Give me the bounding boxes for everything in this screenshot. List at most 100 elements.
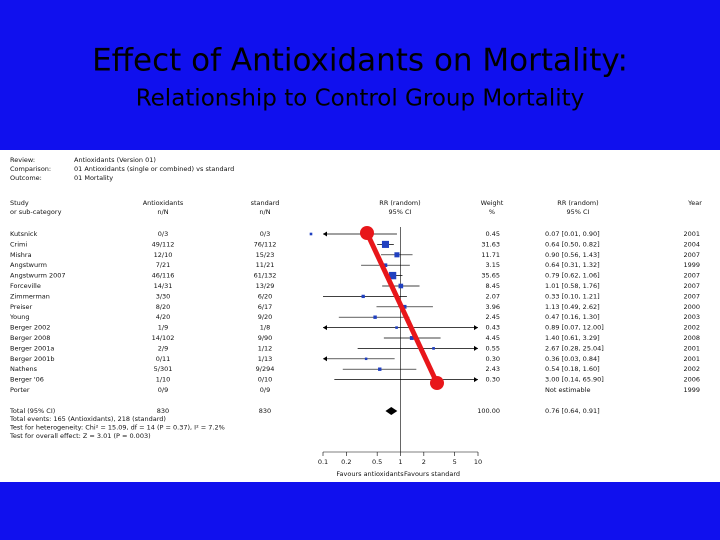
weight: 4.45 <box>486 334 500 342</box>
effect-square <box>373 315 377 319</box>
control-events: 6/17 <box>258 303 273 311</box>
treatment-events: 14/102 <box>152 334 175 342</box>
ci-arrow <box>474 345 478 351</box>
x-tick-label: 0.5 <box>372 458 382 466</box>
effect-square <box>381 240 390 248</box>
study-name: Mishra <box>10 251 32 259</box>
control-events: 9/20 <box>258 313 273 321</box>
rr-ci: 0.64 [0.50, 0.82] <box>545 240 600 248</box>
weight: 35.65 <box>481 272 500 280</box>
column-header: Study <box>10 199 29 207</box>
treatment-events: 46/116 <box>152 272 175 280</box>
column-header: Weight <box>481 199 504 207</box>
column-header: n/N <box>157 208 168 216</box>
annotation-line <box>364 231 440 385</box>
effect-square <box>364 357 368 361</box>
x-tick-label: 0.2 <box>341 458 351 466</box>
column-header: or sub-category <box>10 208 62 216</box>
effect-square <box>394 252 400 258</box>
study-name: Berger 2008 <box>10 334 50 342</box>
total-label: Total (95% CI) <box>9 407 55 415</box>
x-tick-label: 2 <box>422 458 426 466</box>
control-events: 15/23 <box>256 251 275 259</box>
year: 1999 <box>683 261 700 269</box>
column-header: Antioxidants <box>143 199 184 207</box>
rr-ci: 0.47 [0.16, 1.30] <box>545 313 600 321</box>
treatment-events: 2/9 <box>158 344 168 352</box>
total-treatment: 830 <box>157 407 169 415</box>
weight: 8.45 <box>486 282 500 290</box>
study-name: Berger 2001a <box>10 344 54 352</box>
annotation-dot <box>430 376 444 390</box>
weight: 0.55 <box>486 344 500 352</box>
control-events: 9/90 <box>258 334 273 342</box>
year: 2002 <box>683 365 700 373</box>
year: 2004 <box>683 240 700 248</box>
control-events: 0/3 <box>260 230 270 238</box>
weight: 3.15 <box>486 261 500 269</box>
control-events: 76/112 <box>254 240 277 248</box>
year: 2002 <box>683 324 700 332</box>
ci-arrow <box>474 325 478 331</box>
year: 2008 <box>683 334 700 342</box>
treatment-events: 4/20 <box>156 313 171 321</box>
forest-plot-panel <box>0 150 720 482</box>
column-header: standard <box>251 199 280 207</box>
study-name: Nathens <box>10 365 38 373</box>
x-tick-label: 0.1 <box>318 458 328 466</box>
treatment-events: 3/30 <box>156 292 171 300</box>
review-label: Outcome: <box>10 174 42 182</box>
effect-square <box>409 336 414 340</box>
total-control: 830 <box>259 407 271 415</box>
treatment-events: 0/3 <box>158 230 168 238</box>
rr-ci: 0.33 [0.10, 1.21] <box>545 292 600 300</box>
weight: 0.30 <box>486 376 500 384</box>
study-name: Berger '06 <box>10 376 44 384</box>
axis-label-left: Favours antioxidants <box>336 470 404 478</box>
study-name: Berger 2002 <box>10 324 50 332</box>
column-header: 95% CI <box>389 208 412 216</box>
control-events: 9/294 <box>256 365 275 373</box>
rr-ci: 0.90 [0.56, 1.43] <box>545 251 600 259</box>
ci-arrow <box>323 356 327 362</box>
review-label: Review: <box>10 156 35 164</box>
rr-ci: 0.64 [0.31, 1.32] <box>545 261 600 269</box>
effect-square <box>383 263 388 267</box>
study-name: Preiser <box>10 303 33 311</box>
study-name: Berger 2001b <box>10 355 55 363</box>
axis-label-right: Favours standard <box>404 470 460 478</box>
control-events: 1/8 <box>260 324 270 332</box>
column-header: n/N <box>259 208 270 216</box>
year: 2007 <box>683 282 700 290</box>
treatment-events: 14/31 <box>154 282 173 290</box>
treatment-events: 5/301 <box>154 365 173 373</box>
ci-arrow <box>474 377 478 383</box>
control-events: 11/21 <box>256 261 275 269</box>
treatment-events: 12/10 <box>154 251 173 259</box>
column-header: RR (random) <box>557 199 598 207</box>
rr-ci: Not estimable <box>545 386 590 394</box>
rr-ci: 0.79 [0.62, 1.06] <box>545 272 600 280</box>
weight: 3.96 <box>486 303 500 311</box>
note: Test for overall effect: Z = 3.01 (P = 0… <box>9 432 151 440</box>
year: 1999 <box>683 386 700 394</box>
study-name: Angstwurm <box>10 261 47 269</box>
column-header: 95% CI <box>567 208 590 216</box>
rr-ci: 2.67 [0.28, 25.04] <box>545 344 604 352</box>
year: 2000 <box>683 303 700 311</box>
rr-ci: 0.07 [0.01, 0.90] <box>545 230 600 238</box>
treatment-events: 1/9 <box>158 324 168 332</box>
weight: 0.45 <box>486 230 500 238</box>
slide-title: Effect of Antioxidants on Mortality: <box>92 43 628 79</box>
study-name: Kutsnick <box>10 230 37 238</box>
slide-subtitle: Relationship to Control Group Mortality <box>136 86 585 112</box>
year: 2006 <box>683 376 700 384</box>
pooled-diamond <box>385 407 398 415</box>
control-events: 0/9 <box>260 386 270 394</box>
effect-square <box>388 271 397 280</box>
rr-ci: 1.40 [0.61, 3.29] <box>545 334 600 342</box>
study-name: Crimi <box>10 240 27 248</box>
rr-ci: 0.54 [0.18, 1.60] <box>545 365 600 373</box>
rr-ci: 0.89 [0.07, 12.00] <box>545 324 604 332</box>
